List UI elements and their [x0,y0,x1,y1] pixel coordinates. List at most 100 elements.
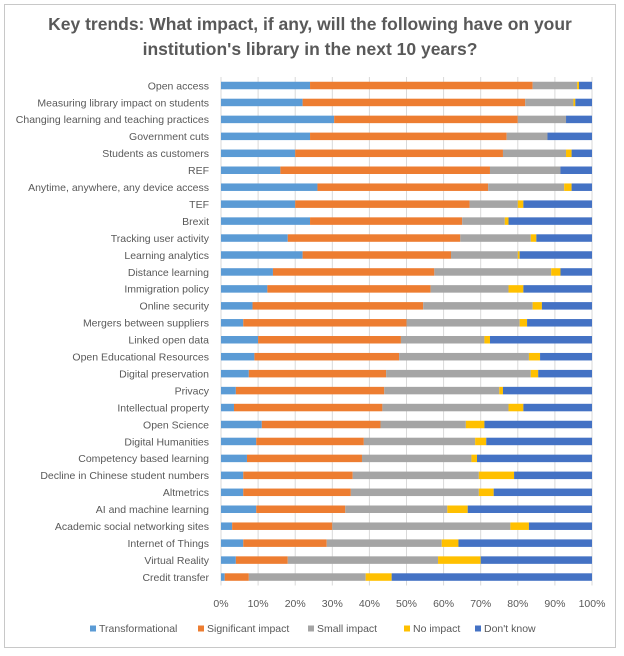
bar-segment [476,454,592,463]
bar-segment [221,268,273,276]
x-tick-label: 60% [433,598,454,610]
bar-segment [221,437,257,446]
category-label: Academic social networking sites [55,521,209,533]
bar-segment [221,319,244,327]
bar-segment [499,386,503,395]
bar-segment [423,302,533,310]
bar-segment [517,251,520,259]
bar-segment [493,488,592,497]
category-label: Virtual Reality [144,555,209,567]
bar-segment [221,539,244,547]
bar-segment [221,573,225,581]
bar-segment [221,115,335,124]
bar-segment [332,522,511,530]
legend: Transformational Significant impact Small … [90,623,536,635]
legend-swatch [404,625,410,632]
bar-segment [469,200,518,208]
bar-segment [447,505,468,513]
bar-segment [221,336,259,344]
bar-segment [384,386,500,395]
bar-segment [334,115,518,124]
bar-segment [451,251,518,259]
bar-segment [221,488,244,497]
category-label: Brexit [182,216,209,228]
bar-segment [248,369,387,378]
bar-segment [221,471,244,480]
bar-segment [504,217,509,225]
bar-segment [517,115,567,124]
bar-segment [488,183,565,191]
bar-segment [462,217,505,225]
category-label: Learning analytics [124,250,209,262]
category-label: Immigration policy [124,284,209,296]
bar-segment [400,336,485,344]
bar-segment [350,488,479,497]
bar-segment [551,268,561,276]
category-label: Open access [148,80,209,92]
category-labels: Open access Measuring library impact on s… [16,80,210,584]
bar-segment [310,132,507,141]
bar-segment [532,81,578,90]
bar-segment [541,302,592,310]
bar-segment [475,437,487,446]
gridlines [220,77,593,586]
bar-segment [566,115,592,124]
bar-segment [484,336,490,344]
bar-segment [527,319,592,327]
bar-segment [564,183,572,191]
x-tick-label: 10% [248,598,269,610]
bar-segment [221,454,247,463]
bar-segment [254,352,400,361]
bar-segment [530,369,539,378]
category-label: Open Science [143,419,209,431]
bar-segment [380,420,466,429]
bar-segment [295,200,470,208]
category-label: Altmetrics [163,487,209,499]
category-label: Distance learning [128,267,209,279]
bar-segment [256,505,346,513]
bar-segment [221,234,288,242]
bar-segment [571,149,592,158]
bar-segment [508,285,524,293]
bar-segment [280,166,490,174]
bar-segment [235,556,288,564]
bar-segment [523,200,592,208]
bar-segment [243,488,351,497]
bar-segment [391,573,592,581]
category-label: Intellectual property [117,402,209,414]
bar-segment [478,471,515,480]
category-label: Decline in Chinese student numbers [40,470,209,482]
x-tick-label: 70% [470,598,491,610]
bar-segment [506,132,548,141]
bar-segment [352,471,479,480]
bar-segment [502,149,567,158]
bar-segment [528,352,541,361]
bar-segment [478,488,494,497]
bar-segment [573,98,576,107]
legend-label: No impact [413,623,460,635]
bar-segment [510,522,529,530]
bar-segment [508,403,524,412]
bar-segment [523,285,592,293]
bar-segment [465,420,485,429]
bar-segment [232,522,333,530]
bar-segment [528,522,592,530]
bar-segment [221,556,236,564]
category-label: Credit transfer [142,572,209,584]
bar-segment [434,268,552,276]
category-label: Competency based learning [78,453,209,465]
category-label: Government cuts [129,131,209,143]
bar-segment [530,234,537,242]
bar-segment [221,132,311,141]
legend-swatch [308,625,314,632]
category-label: Open Educational Resources [72,352,209,364]
chart-title-line-1: Key trends: What impact, if any, will th… [48,14,572,34]
bar-segment [221,403,234,412]
bar-segment [233,403,383,412]
bar-segment [467,505,592,513]
category-label: Students as customers [102,148,209,160]
bar-segment [486,437,592,446]
bar-segment [221,352,255,361]
bar-segment [566,149,572,158]
